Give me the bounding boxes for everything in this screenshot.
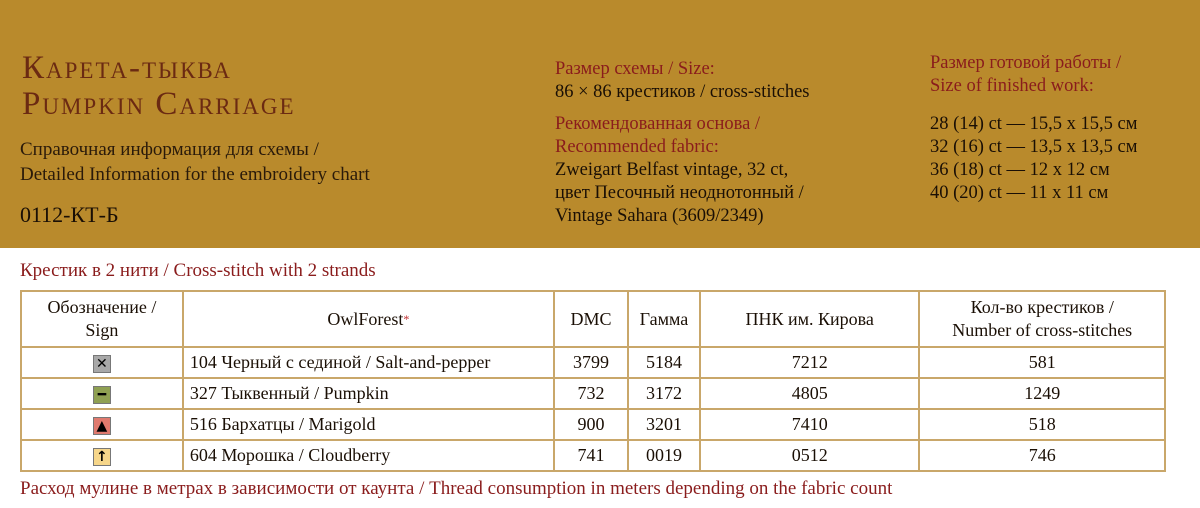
- cell-dmc: 741: [553, 439, 629, 472]
- x-icon: ✕: [92, 354, 111, 373]
- finished-line: 40 (20) ct — 11 x 11 см: [930, 183, 1109, 203]
- page-title: Карета-тыква Pumpkin Carriage: [22, 50, 296, 122]
- cell-sign: ✕: [20, 346, 184, 379]
- cell-name: 516 Бархатцы / Marigold: [181, 408, 556, 441]
- table-caption: Крестик в 2 нити / Cross-stitch with 2 s…: [20, 260, 376, 281]
- triangle-icon: ▲: [92, 416, 111, 435]
- title-ru: Карета-тыква: [22, 50, 232, 86]
- cell-sign: ━: [20, 377, 184, 410]
- chart-info: Размер схемы / Size: 86 × 86 крестиков /…: [555, 58, 810, 228]
- chart-code: 0112-КТ-Б: [20, 202, 119, 227]
- finished-line: 28 (14) ct — 15,5 x 15,5 см: [930, 114, 1138, 134]
- dash-icon: ━: [92, 385, 111, 404]
- finished-label-ru: Размер готовой работы /: [930, 53, 1122, 73]
- header-pnk: ПНК им. Кирова: [698, 290, 921, 348]
- cell-dmc: 3799: [553, 346, 629, 379]
- subtitle: Справочная информация для схемы / Detail…: [20, 137, 370, 187]
- finished-size-info: Размер готовой работы / Size of finished…: [930, 52, 1137, 205]
- cell-pnk: 0512: [698, 439, 921, 472]
- cell-sign: ↑: [20, 439, 184, 472]
- header-banner: Карета-тыква Pumpkin Carriage Справочная…: [0, 0, 1200, 248]
- cell-name: 104 Черный с сединой / Salt-and-pepper: [181, 346, 556, 379]
- header-owlforest: OwlForest*: [181, 290, 556, 348]
- subtitle-ru: Справочная информация для схемы /: [20, 139, 319, 160]
- footer-caption: Расход мулине в метрах в зависимости от …: [20, 478, 893, 499]
- title-en: Pumpkin Carriage: [22, 86, 296, 122]
- table-row: ↑ 604 Морошка / Cloudberry 741 0019 0512 746: [20, 439, 1166, 472]
- cell-count: 518: [918, 408, 1166, 441]
- fabric-label-ru: Рекомендованная основа /: [555, 114, 761, 134]
- header-dmc: DMC: [553, 290, 629, 348]
- header-sign: Обозначение / Sign: [20, 290, 184, 348]
- cell-count: 1249: [918, 377, 1166, 410]
- fabric-label-en: Recommended fabric:: [555, 137, 719, 157]
- table-row: ✕ 104 Черный с сединой / Salt-and-pepper 3…: [20, 346, 1166, 379]
- fabric-line: Zweigart Belfast vintage, 32 ct,: [555, 160, 789, 180]
- cell-pnk: 4805: [698, 377, 921, 410]
- cell-name: 604 Морошка / Cloudberry: [181, 439, 556, 472]
- finished-line: 36 (18) ct — 12 x 12 см: [930, 160, 1110, 180]
- table-row: ▲ 516 Бархатцы / Marigold 900 3201 7410 518: [20, 408, 1166, 441]
- arrow-up-icon: ↑: [92, 447, 111, 466]
- cell-sign: ▲: [20, 408, 184, 441]
- size-label: Размер схемы / Size:: [555, 59, 715, 79]
- cell-name: 327 Тыквенный / Pumpkin: [181, 377, 556, 410]
- cell-count: 581: [918, 346, 1166, 379]
- cell-gamma: 3201: [626, 408, 701, 441]
- cell-gamma: 0019: [626, 439, 701, 472]
- cell-count: 746: [918, 439, 1166, 472]
- header-gamma: Гамма: [626, 290, 701, 348]
- cell-dmc: 732: [553, 377, 629, 410]
- table-row: ━ 327 Тыквенный / Pumpkin 732 3172 4805 1249: [20, 377, 1166, 410]
- cell-pnk: 7410: [698, 408, 921, 441]
- finished-line: 32 (16) ct — 13,5 x 13,5 см: [930, 137, 1138, 157]
- subtitle-en: Detailed Information for the embroidery …: [20, 164, 370, 185]
- finished-label-en: Size of finished work:: [930, 76, 1094, 96]
- table-header: Обозначение / Sign OwlForest* DMC Гамма П…: [20, 290, 1166, 348]
- fabric-line: Vintage Sahara (3609/2349): [555, 206, 764, 226]
- cell-gamma: 5184: [626, 346, 701, 379]
- thread-table: Обозначение / Sign OwlForest* DMC Гамма П…: [20, 290, 1166, 472]
- cell-dmc: 900: [553, 408, 629, 441]
- fabric-line: цвет Песочный неоднотонный /: [555, 183, 804, 203]
- size-value: 86 × 86 крестиков / cross-stitches: [555, 82, 810, 102]
- cell-pnk: 7212: [698, 346, 921, 379]
- header-count: Кол-во крестиков / Number of cross-stitch…: [918, 290, 1166, 348]
- cell-gamma: 3172: [626, 377, 701, 410]
